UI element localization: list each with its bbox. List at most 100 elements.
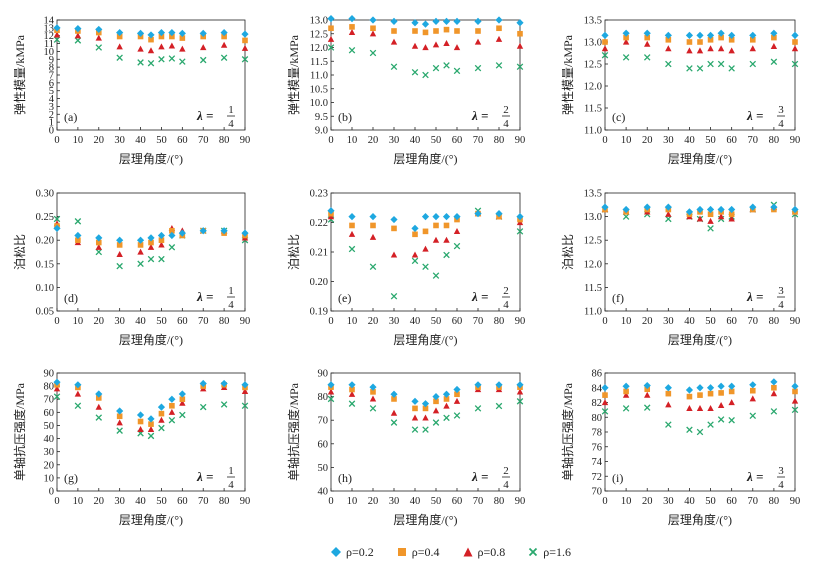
- point-rho-1-6: [369, 49, 377, 57]
- point-rho-0-4: [169, 402, 175, 409]
- x-tick-label: 80: [769, 135, 780, 146]
- lambda-symbol: λ =: [746, 469, 763, 484]
- axes-frame: [604, 19, 796, 131]
- point-rho-0-2: [220, 379, 228, 388]
- y-tick-label: 8: [49, 63, 54, 74]
- point-rho-0-8: [717, 402, 725, 409]
- x-tick-label: 50: [156, 135, 167, 146]
- point-rho-0-8: [696, 47, 704, 54]
- panel-label: (e): [338, 291, 351, 305]
- point-rho-0-8: [601, 45, 609, 52]
- x-tick-label: 40: [410, 135, 421, 146]
- point-rho-0-4: [686, 393, 693, 400]
- point-rho-0-4: [443, 26, 450, 33]
- y-tick-label: 80: [318, 392, 329, 403]
- y-tick-label: 13: [44, 23, 55, 34]
- point-rho-0-4: [158, 33, 165, 40]
- panel-h: 40 50 60 70 80 90 0 10 20 30 40 50 60 70 80 90 层理角度/(°) 单…: [286, 369, 525, 528]
- point-rho-0-4: [771, 34, 777, 41]
- y-tick-label: 90: [44, 369, 55, 380]
- point-rho-1-6: [199, 403, 207, 411]
- point-rho-0-2: [421, 20, 430, 28]
- point-rho-0-4: [148, 421, 154, 427]
- x-tick-label: 10: [347, 135, 358, 146]
- x-tick-label: 0: [602, 496, 607, 507]
- point-rho-0-2: [74, 381, 82, 389]
- point-rho-1-6: [74, 218, 82, 225]
- point-rho-0-2: [168, 28, 176, 37]
- point-rho-0-2: [685, 31, 694, 39]
- legend-item-rho-0-4: ρ=0.4: [396, 545, 440, 560]
- point-rho-0-4: [169, 33, 175, 40]
- point-rho-1-6: [474, 64, 482, 72]
- point-rho-1-6: [95, 414, 103, 421]
- x-tick-label: 70: [198, 496, 209, 507]
- point-rho-0-4: [370, 222, 376, 229]
- x-tick-label: 60: [452, 496, 463, 507]
- y-tick-label: 11.0: [310, 71, 328, 82]
- x-tick-label: 70: [748, 135, 759, 146]
- point-rho-0-8: [168, 42, 176, 49]
- point-rho-0-8: [443, 402, 450, 409]
- point-rho-0-2: [453, 385, 461, 394]
- point-rho-1-6: [516, 228, 524, 235]
- point-rho-0-4: [707, 390, 714, 397]
- point-rho-0-2: [116, 236, 124, 244]
- legend-item-rho-0-8: ρ=0.8: [462, 545, 505, 560]
- point-rho-1-6: [116, 54, 123, 61]
- x-tick-label: 70: [473, 496, 484, 507]
- point-rho-0-2: [74, 25, 82, 33]
- point-rho-0-2: [696, 384, 704, 392]
- point-rho-1-6: [707, 60, 714, 68]
- lambda-numerator: 1: [228, 285, 234, 297]
- x-tick-label: 0: [328, 135, 333, 146]
- point-rho-0-8: [116, 250, 123, 257]
- panel-d: 0.05 0.10 0.15 0.20 0.25 0.30 0 10 20 30 40 50 60 70 8…: [13, 189, 250, 348]
- x-tick-label: 40: [135, 496, 146, 507]
- x-tick-label: 80: [769, 496, 780, 507]
- point-rho-1-6: [53, 36, 61, 43]
- y-tick-label: 40: [318, 487, 329, 498]
- point-rho-0-4: [349, 24, 355, 30]
- point-rho-1-6: [665, 421, 672, 428]
- point-rho-0-8: [686, 405, 693, 411]
- point-rho-1-6: [390, 292, 398, 300]
- point-rho-0-8: [348, 230, 356, 237]
- panel-label: (i): [612, 471, 623, 485]
- point-rho-0-2: [495, 16, 503, 24]
- y-tick-label: 6: [49, 78, 54, 89]
- point-rho-0-4: [697, 392, 703, 398]
- point-rho-1-6: [220, 54, 228, 61]
- point-rho-0-8: [411, 414, 419, 421]
- x-tick-label: 40: [135, 135, 146, 146]
- axes-frame: [56, 372, 246, 492]
- y-tick-label: 86: [592, 369, 603, 380]
- point-rho-0-2: [442, 390, 451, 398]
- point-rho-0-4: [665, 390, 672, 397]
- point-rho-1-6: [432, 272, 440, 279]
- lambda-symbol: λ =: [196, 108, 213, 123]
- x-tick-label: 30: [114, 496, 125, 507]
- lambda-denominator: 4: [228, 299, 234, 311]
- x-tick-label: 30: [663, 135, 674, 146]
- point-rho-0-2: [432, 213, 440, 221]
- point-rho-0-8: [348, 28, 356, 35]
- x-tick-label: 70: [748, 316, 759, 327]
- point-rho-0-4: [496, 25, 502, 32]
- point-rho-1-6: [179, 58, 186, 65]
- point-rho-1-6: [220, 401, 228, 408]
- point-rho-0-4: [707, 37, 714, 43]
- point-rho-0-2: [327, 207, 335, 215]
- point-rho-0-2: [622, 205, 630, 214]
- legend-label: ρ=1.6: [543, 544, 572, 559]
- x-tick-label: 20: [94, 496, 105, 507]
- point-rho-0-8: [791, 45, 799, 52]
- point-rho-0-4: [422, 405, 429, 412]
- triangle-icon: [463, 547, 473, 557]
- point-rho-0-4: [644, 386, 651, 393]
- point-rho-0-8: [717, 45, 725, 52]
- panel-g: 0 10 20 30 40 50 60 70 80 90 0 10 20 30 40 50 60 70 80 90 层理…: [12, 369, 250, 528]
- point-rho-1-6: [601, 408, 609, 415]
- diamond-icon: [331, 547, 341, 557]
- point-rho-0-2: [116, 28, 124, 37]
